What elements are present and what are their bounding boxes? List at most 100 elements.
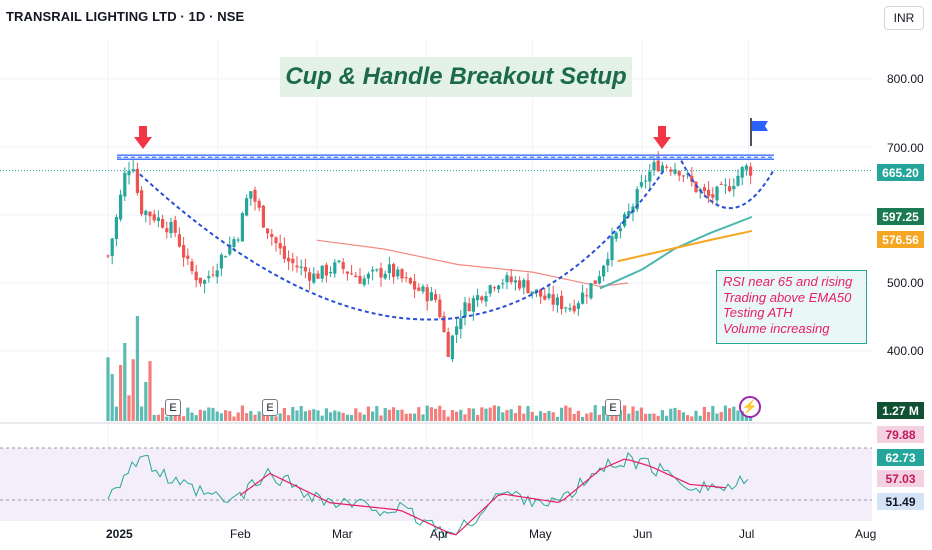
candle-body xyxy=(673,169,677,174)
volume-bar xyxy=(442,410,446,421)
time-tick: Mar xyxy=(332,527,353,541)
volume-bar xyxy=(438,405,442,421)
time-tick: Apr xyxy=(430,527,449,541)
candle-body xyxy=(446,332,450,358)
volume-bar xyxy=(522,413,526,421)
time-tick: Feb xyxy=(230,527,251,541)
volume-bar xyxy=(534,415,538,421)
volume-bar xyxy=(660,410,664,421)
volume-bar xyxy=(278,413,282,421)
earnings-marker[interactable]: E xyxy=(605,399,621,416)
candle-body xyxy=(471,298,475,312)
volume-bar xyxy=(471,408,475,421)
rsi-ma-line xyxy=(239,458,727,536)
candle-body xyxy=(215,270,219,277)
volume-bar xyxy=(371,411,375,421)
candle-body xyxy=(392,263,396,277)
candle-body xyxy=(543,295,547,300)
volume-bar xyxy=(203,410,207,421)
candle-body xyxy=(707,189,711,197)
volume-bar xyxy=(614,411,618,421)
volume-bar xyxy=(366,406,370,421)
volume-bar xyxy=(320,415,324,421)
volume-bar xyxy=(215,411,219,421)
candle-body xyxy=(387,264,391,274)
candle-body xyxy=(715,186,719,201)
candle-body xyxy=(492,287,496,289)
note-line: Trading above EMA50 xyxy=(723,289,852,305)
candle-body xyxy=(257,200,261,208)
candle-body xyxy=(749,166,753,176)
volume-bar xyxy=(728,408,732,421)
candle-body xyxy=(618,228,622,232)
volume-bar xyxy=(518,405,522,421)
volume-bar xyxy=(669,408,673,421)
candle-body xyxy=(488,285,492,294)
volume-bar xyxy=(383,408,387,421)
volume-bar xyxy=(618,409,622,421)
time-tick: Jun xyxy=(633,527,653,541)
candle-body xyxy=(505,275,509,283)
earnings-marker[interactable]: E xyxy=(165,399,181,416)
candle-body xyxy=(635,189,639,210)
candle-body xyxy=(383,273,387,279)
volume-bar xyxy=(711,405,715,421)
candle-body xyxy=(606,259,610,266)
candle-body xyxy=(564,307,568,309)
volume-bar xyxy=(648,413,652,421)
candle-body xyxy=(568,308,572,310)
volume-bar xyxy=(576,410,580,421)
candle-body xyxy=(686,173,690,175)
ema-slow-tag: 576.56 xyxy=(877,231,924,248)
candle-body xyxy=(644,180,648,182)
volume-bar xyxy=(110,374,114,421)
volume-bar xyxy=(581,416,585,421)
candle-body xyxy=(140,190,144,215)
volume-bar xyxy=(392,407,396,421)
candle-body xyxy=(186,255,190,259)
volume-bar xyxy=(324,408,328,421)
volume-bar xyxy=(686,415,690,421)
candle-body xyxy=(127,170,131,176)
flag-icon xyxy=(750,118,768,146)
volume-bar xyxy=(476,414,480,421)
handle-curve xyxy=(680,160,775,210)
candle-body xyxy=(152,214,156,221)
volume-bar xyxy=(287,415,291,421)
volume-bar xyxy=(165,416,169,421)
volume-bar xyxy=(337,411,341,421)
candle-body xyxy=(732,185,736,190)
volume-bar xyxy=(312,409,316,421)
currency-selector[interactable]: INR xyxy=(884,6,924,30)
candle-body xyxy=(266,228,270,234)
earnings-marker[interactable]: E xyxy=(262,399,278,416)
volume-bar xyxy=(404,413,408,421)
volume-bar xyxy=(606,416,610,421)
volume-bar xyxy=(513,413,517,421)
volume-bar xyxy=(182,416,186,421)
volume-bar xyxy=(421,414,425,421)
candle-body xyxy=(455,326,459,335)
volume-bar xyxy=(261,413,265,421)
candle-body xyxy=(711,194,715,198)
volume-bar xyxy=(463,414,467,421)
candle-body xyxy=(740,167,744,178)
note-line: Volume increasing xyxy=(723,320,830,336)
volume-bar xyxy=(291,406,295,421)
volume-bar xyxy=(140,406,144,421)
candle-body xyxy=(287,257,291,262)
candle-body xyxy=(408,277,412,284)
candle-body xyxy=(219,254,223,269)
candle-body xyxy=(497,285,501,290)
volume-bar xyxy=(295,410,299,421)
candle-body xyxy=(459,318,463,330)
lightning-icon[interactable]: ⚡ xyxy=(739,396,761,418)
volume-bar xyxy=(501,412,505,421)
volume-bar xyxy=(274,416,278,421)
candle-body xyxy=(677,171,681,176)
candle-body xyxy=(484,295,488,302)
volume-bar xyxy=(652,413,656,421)
volume-bar xyxy=(190,412,194,421)
